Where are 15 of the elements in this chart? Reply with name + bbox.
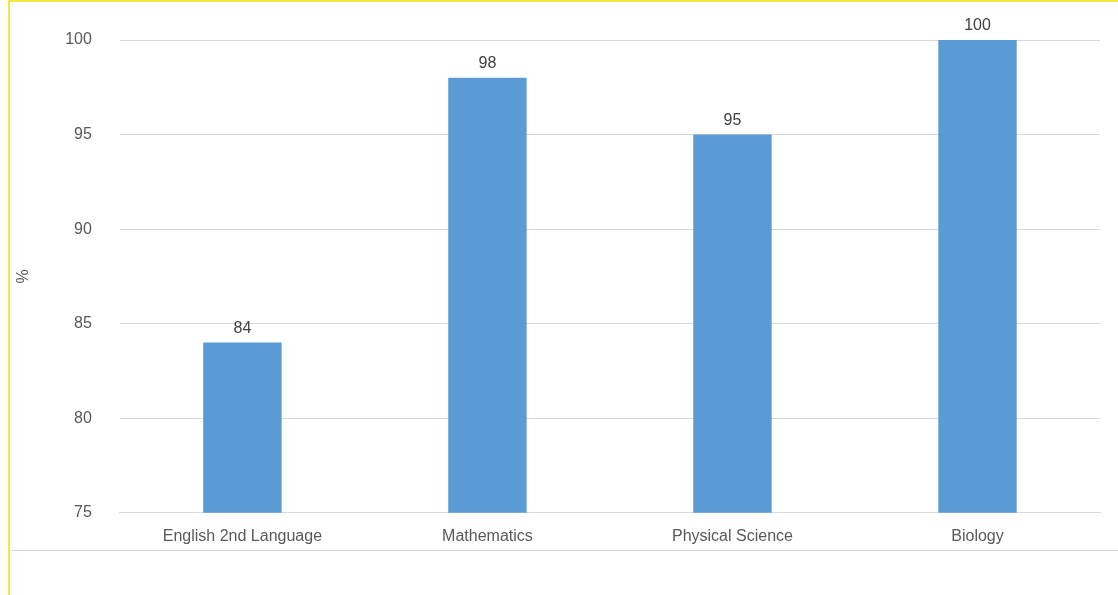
x-tick-label: Physical Science [671, 526, 794, 544]
y-tick-label: 100 [65, 30, 92, 48]
data-label: 95 [723, 110, 742, 128]
y-tick-label: 75 [74, 503, 92, 521]
data-label: 100 [964, 16, 991, 34]
x-tick-label: Biology [951, 526, 1004, 544]
y-tick-label: 80 [74, 408, 92, 426]
x-tick-label: Mathematics [442, 526, 533, 544]
y-tick-label: 95 [74, 124, 92, 142]
y-axis-title: % [14, 269, 32, 284]
y-tick-label: 90 [74, 219, 92, 237]
data-label: 84 [233, 319, 252, 336]
x-tick-label: English 2nd Language [162, 526, 323, 544]
data-label: 98 [478, 54, 497, 72]
y-tick-label: 85 [74, 314, 92, 332]
